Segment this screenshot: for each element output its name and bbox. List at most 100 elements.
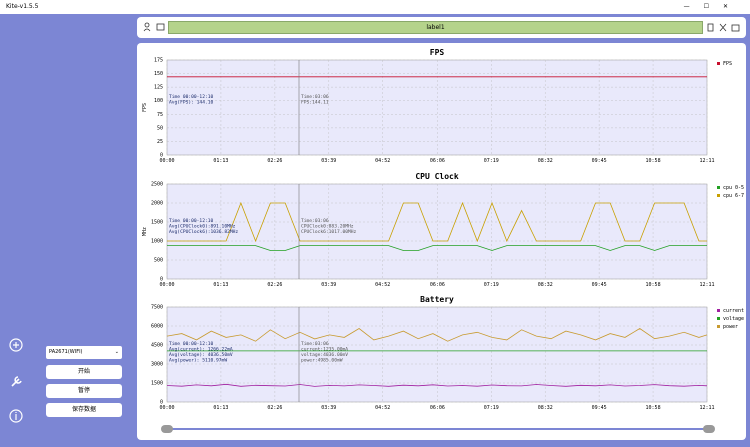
legend-label: current [723,308,744,314]
x-tick-label: 04:52 [375,405,390,411]
x-tick-label: 07:19 [484,405,499,411]
window-controls[interactable]: —☐✕ [683,3,742,10]
charts: FPS FPS 0 25 50 75 100 125 150 175 00:00 01:13 02:26… [142,48,744,433]
y-tick-label: 100 [154,98,163,104]
slider-handle-right[interactable] [703,425,715,433]
cursor-annotation: CPUClock0:883.20MHz [301,224,354,230]
y-tick-label: 125 [154,85,163,91]
chart-panel: FPS FPS 0 25 50 75 100 125 150 175 00:00 01:13 02:26… [137,43,746,440]
legend-swatch [717,62,720,65]
y-tick-label: 500 [154,258,163,264]
x-tick-label: 03:39 [321,405,336,411]
y-tick-label: 7500 [151,305,163,311]
start-button[interactable]: 开始 [46,365,122,379]
x-tick-label: 06:06 [430,158,445,164]
y-tick-label: 0 [160,400,163,406]
legend-swatch [717,317,720,320]
cursor-annotation: Time:03:06 [301,341,329,347]
cursor-annotation: Time:03:06 [301,218,329,224]
cursor-annotation: voltage:4036.00mV [301,352,348,358]
x-tick-label: 01:13 [213,158,228,164]
y-tick-label: 75 [157,112,163,118]
plot-area [166,183,708,280]
legend-label: cpu 0-5 [723,185,744,191]
plot-area [166,306,708,403]
legend-label: cpu 6-7 [723,193,744,199]
legend-swatch [717,194,720,197]
y-axis-label: FPS [142,103,148,112]
y-tick-label: 1000 [151,239,163,245]
y-tick-label: 0 [160,277,163,283]
toolbar-icons[interactable] [141,17,171,38]
series-line [166,383,708,387]
device-select[interactable]: PA2671(WIFI) ⌄ [46,346,122,359]
chart-title: CPU Clock [415,172,459,181]
y-tick-label: 2000 [151,201,163,207]
x-tick-label: 10:58 [646,405,661,411]
x-tick-label: 01:13 [213,405,228,411]
x-tick-label: 00:00 [159,282,174,288]
y-tick-label: 0 [160,153,163,159]
label-bar: label1 [168,21,703,34]
cursor-annotation: Time:03:06 [301,94,329,100]
x-tick-label: 09:45 [592,158,607,164]
summary-annotation: Avg(power): 5110.97mW [169,358,227,364]
cursor-annotation: current:1235.00mA [301,347,348,353]
summary-annotation: Avg(CPUClock0):891.10MHz [169,224,236,230]
legend-label: power [723,324,738,330]
y-tick-label: 50 [157,125,163,131]
y-tick-label: 1500 [151,220,163,226]
x-tick-label: 08:32 [538,158,553,164]
legend-label: voltage [723,316,744,322]
legend-swatch [717,186,720,189]
x-tick-label: 03:39 [321,282,336,288]
cursor-annotation: CPUClock6:1017.00MHz [301,229,357,235]
x-tick-label: 12:11 [699,405,714,411]
y-tick-label: 1500 [151,381,163,387]
y-tick-label: 150 [154,71,163,77]
x-tick-label: 12:11 [699,282,714,288]
save-button[interactable]: 保存数据 [46,403,122,417]
x-tick-label: 00:00 [159,405,174,411]
summary-annotation: Avg(voltage): 4036.50mV [169,352,233,358]
side-icons[interactable] [0,320,30,430]
series-line [166,328,708,342]
legend-label: FPS [723,61,732,67]
title-bar: Kite-v1.5.5 —☐✕ [0,0,750,14]
y-tick-label: 175 [154,58,163,64]
y-tick-label: 6000 [151,324,163,330]
x-tick-label: 04:52 [375,282,390,288]
y-tick-label: 3000 [151,362,163,368]
x-tick-label: 02:26 [267,282,282,288]
slider-handle-left[interactable] [161,425,173,433]
summary-annotation: Time 00:00-12:10 [169,94,213,100]
x-tick-label: 02:26 [267,158,282,164]
window-title: Kite-v1.5.5 [6,3,39,10]
chart-title: FPS [430,48,445,57]
x-tick-label: 10:58 [646,158,661,164]
toolbar-right-icons[interactable] [704,17,744,38]
x-tick-label: 09:45 [592,405,607,411]
legend-swatch [717,325,720,328]
x-tick-label: 08:32 [538,282,553,288]
x-tick-label: 09:45 [592,282,607,288]
summary-annotation: Avg(current): 1266.22mA [169,347,233,353]
legend-swatch [717,309,720,312]
x-tick-label: 01:13 [213,282,228,288]
x-tick-label: 02:26 [267,405,282,411]
x-tick-label: 00:00 [159,158,174,164]
device-name: PA2671(WIFI) [49,349,83,355]
y-tick-label: 4500 [151,343,163,349]
chart-title: Battery [420,295,454,304]
x-tick-label: 06:06 [430,405,445,411]
x-tick-label: 07:19 [484,282,499,288]
y-axis-label: MHz [142,227,148,236]
x-tick-label: 07:19 [484,158,499,164]
y-tick-label: 2500 [151,182,163,188]
summary-annotation: Avg(CPUClock6):1036.82MHz [169,229,238,235]
x-tick-label: 08:32 [538,405,553,411]
pause-button[interactable]: 暂停 [46,384,122,398]
series-line [167,201,707,243]
series-line [167,245,707,251]
